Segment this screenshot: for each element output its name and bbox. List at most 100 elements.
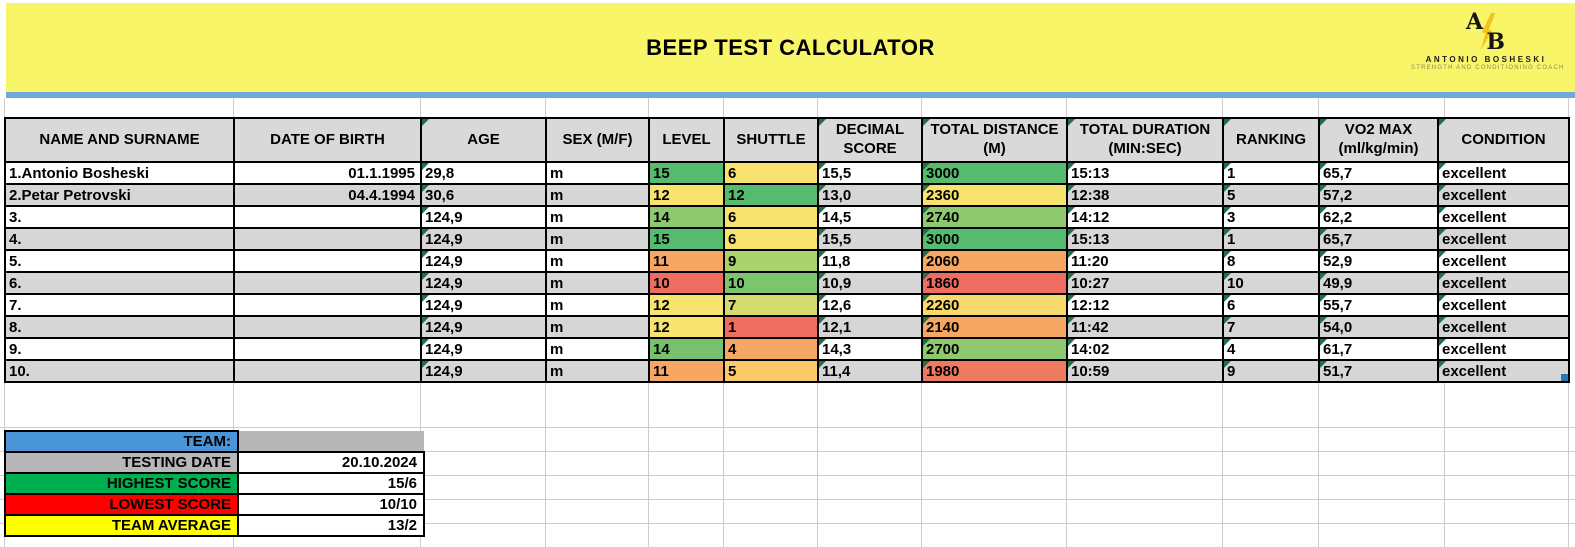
- cell-shuttle[interactable]: 10: [723, 271, 819, 295]
- cell-dob[interactable]: [233, 359, 422, 383]
- cell-duration[interactable]: 12:38: [1066, 183, 1224, 207]
- column-header-decimal[interactable]: DECIMAL SCORE: [817, 117, 923, 163]
- cell-vo2max[interactable]: 65,7: [1318, 227, 1439, 251]
- cell-ranking[interactable]: 1: [1222, 227, 1320, 251]
- cell-dob[interactable]: [233, 293, 422, 317]
- column-header-shuttle[interactable]: SHUTTLE: [723, 117, 819, 163]
- cell-age[interactable]: 30,6: [420, 183, 547, 207]
- cell-distance[interactable]: 2360: [921, 183, 1068, 207]
- summary-label-testing-date[interactable]: TESTING DATE: [4, 451, 239, 474]
- cell-duration[interactable]: 10:59: [1066, 359, 1224, 383]
- column-header-condition[interactable]: CONDITION: [1437, 117, 1570, 163]
- cell-distance[interactable]: 3000: [921, 227, 1068, 251]
- cell-vo2max[interactable]: 52,9: [1318, 249, 1439, 273]
- cell-distance[interactable]: 2700: [921, 337, 1068, 361]
- cell-shuttle[interactable]: 12: [723, 183, 819, 207]
- cell-condition[interactable]: excellent: [1437, 293, 1570, 317]
- cell-vo2max[interactable]: 55,7: [1318, 293, 1439, 317]
- cell-ranking[interactable]: 7: [1222, 315, 1320, 339]
- column-header-level[interactable]: LEVEL: [648, 117, 725, 163]
- cell-sex[interactable]: m: [545, 315, 650, 339]
- cell-level[interactable]: 12: [648, 183, 725, 207]
- cell-distance[interactable]: 2260: [921, 293, 1068, 317]
- cell-decimal[interactable]: 10,9: [817, 271, 923, 295]
- cell-level[interactable]: 14: [648, 337, 725, 361]
- cell-decimal[interactable]: 15,5: [817, 227, 923, 251]
- cell-duration[interactable]: 10:27: [1066, 271, 1224, 295]
- cell-name[interactable]: 7.: [4, 293, 235, 317]
- cell-dob[interactable]: [233, 227, 422, 251]
- cell-vo2max[interactable]: 65,7: [1318, 161, 1439, 185]
- fill-handle[interactable]: [1561, 374, 1567, 380]
- cell-duration[interactable]: 11:20: [1066, 249, 1224, 273]
- column-header-distance[interactable]: TOTAL DISTANCE (M): [921, 117, 1068, 163]
- cell-dob[interactable]: [233, 205, 422, 229]
- cell-vo2max[interactable]: 61,7: [1318, 337, 1439, 361]
- cell-name[interactable]: 2.Petar Petrovski: [4, 183, 235, 207]
- cell-age[interactable]: 29,8: [420, 161, 547, 185]
- cell-condition[interactable]: excellent: [1437, 359, 1570, 383]
- cell-ranking[interactable]: 9: [1222, 359, 1320, 383]
- cell-condition[interactable]: excellent: [1437, 271, 1570, 295]
- cell-age[interactable]: 124,9: [420, 271, 547, 295]
- cell-name[interactable]: 9.: [4, 337, 235, 361]
- cell-sex[interactable]: m: [545, 359, 650, 383]
- cell-ranking[interactable]: 5: [1222, 183, 1320, 207]
- cell-dob[interactable]: 01.1.1995: [233, 161, 422, 185]
- cell-distance[interactable]: 3000: [921, 161, 1068, 185]
- title-banner[interactable]: BEEP TEST CALCULATOR A B ANTONIO BOSHESK…: [6, 3, 1575, 92]
- cell-vo2max[interactable]: 57,2: [1318, 183, 1439, 207]
- cell-sex[interactable]: m: [545, 249, 650, 273]
- cell-shuttle[interactable]: 6: [723, 161, 819, 185]
- column-header-sex[interactable]: SEX (M/F): [545, 117, 650, 163]
- cell-duration[interactable]: 12:12: [1066, 293, 1224, 317]
- cell-duration[interactable]: 14:02: [1066, 337, 1224, 361]
- cell-level[interactable]: 10: [648, 271, 725, 295]
- cell-duration[interactable]: 15:13: [1066, 161, 1224, 185]
- cell-shuttle[interactable]: 6: [723, 205, 819, 229]
- cell-level[interactable]: 12: [648, 315, 725, 339]
- cell-level[interactable]: 12: [648, 293, 725, 317]
- cell-condition[interactable]: excellent: [1437, 183, 1570, 207]
- cell-age[interactable]: 124,9: [420, 359, 547, 383]
- cell-condition[interactable]: excellent: [1437, 205, 1570, 229]
- summary-value[interactable]: 20.10.2024: [237, 451, 425, 474]
- cell-age[interactable]: 124,9: [420, 249, 547, 273]
- cell-dob[interactable]: 04.4.1994: [233, 183, 422, 207]
- column-header-vo2max[interactable]: VO2 MAX (ml/kg/min): [1318, 117, 1439, 163]
- cell-distance[interactable]: 1860: [921, 271, 1068, 295]
- cell-age[interactable]: 124,9: [420, 293, 547, 317]
- cell-decimal[interactable]: 12,6: [817, 293, 923, 317]
- column-header-dob[interactable]: DATE OF BIRTH: [233, 117, 422, 163]
- cell-decimal[interactable]: 14,5: [817, 205, 923, 229]
- cell-duration[interactable]: 11:42: [1066, 315, 1224, 339]
- cell-duration[interactable]: 14:12: [1066, 205, 1224, 229]
- summary-value[interactable]: 10/10: [237, 493, 425, 516]
- summary-label-team[interactable]: TEAM:: [4, 430, 239, 453]
- cell-decimal[interactable]: 11,4: [817, 359, 923, 383]
- cell-ranking[interactable]: 3: [1222, 205, 1320, 229]
- cell-vo2max[interactable]: 49,9: [1318, 271, 1439, 295]
- column-header-name[interactable]: NAME AND SURNAME: [4, 117, 235, 163]
- cell-decimal[interactable]: 13,0: [817, 183, 923, 207]
- cell-vo2max[interactable]: 51,7: [1318, 359, 1439, 383]
- cell-condition[interactable]: excellent: [1437, 249, 1570, 273]
- cell-name[interactable]: 1.Antonio Bosheski: [4, 161, 235, 185]
- cell-sex[interactable]: m: [545, 337, 650, 361]
- cell-decimal[interactable]: 11,8: [817, 249, 923, 273]
- cell-name[interactable]: 8.: [4, 315, 235, 339]
- cell-distance[interactable]: 2740: [921, 205, 1068, 229]
- cell-decimal[interactable]: 15,5: [817, 161, 923, 185]
- summary-label-highest-score[interactable]: HIGHEST SCORE: [4, 472, 239, 495]
- cell-level[interactable]: 15: [648, 227, 725, 251]
- cell-dob[interactable]: [233, 337, 422, 361]
- column-header-ranking[interactable]: RANKING: [1222, 117, 1320, 163]
- cell-decimal[interactable]: 12,1: [817, 315, 923, 339]
- cell-distance[interactable]: 2140: [921, 315, 1068, 339]
- summary-value[interactable]: 13/2: [237, 514, 425, 537]
- cell-distance[interactable]: 2060: [921, 249, 1068, 273]
- column-header-age[interactable]: AGE: [420, 117, 547, 163]
- cell-shuttle[interactable]: 9: [723, 249, 819, 273]
- cell-ranking[interactable]: 6: [1222, 293, 1320, 317]
- cell-ranking[interactable]: 8: [1222, 249, 1320, 273]
